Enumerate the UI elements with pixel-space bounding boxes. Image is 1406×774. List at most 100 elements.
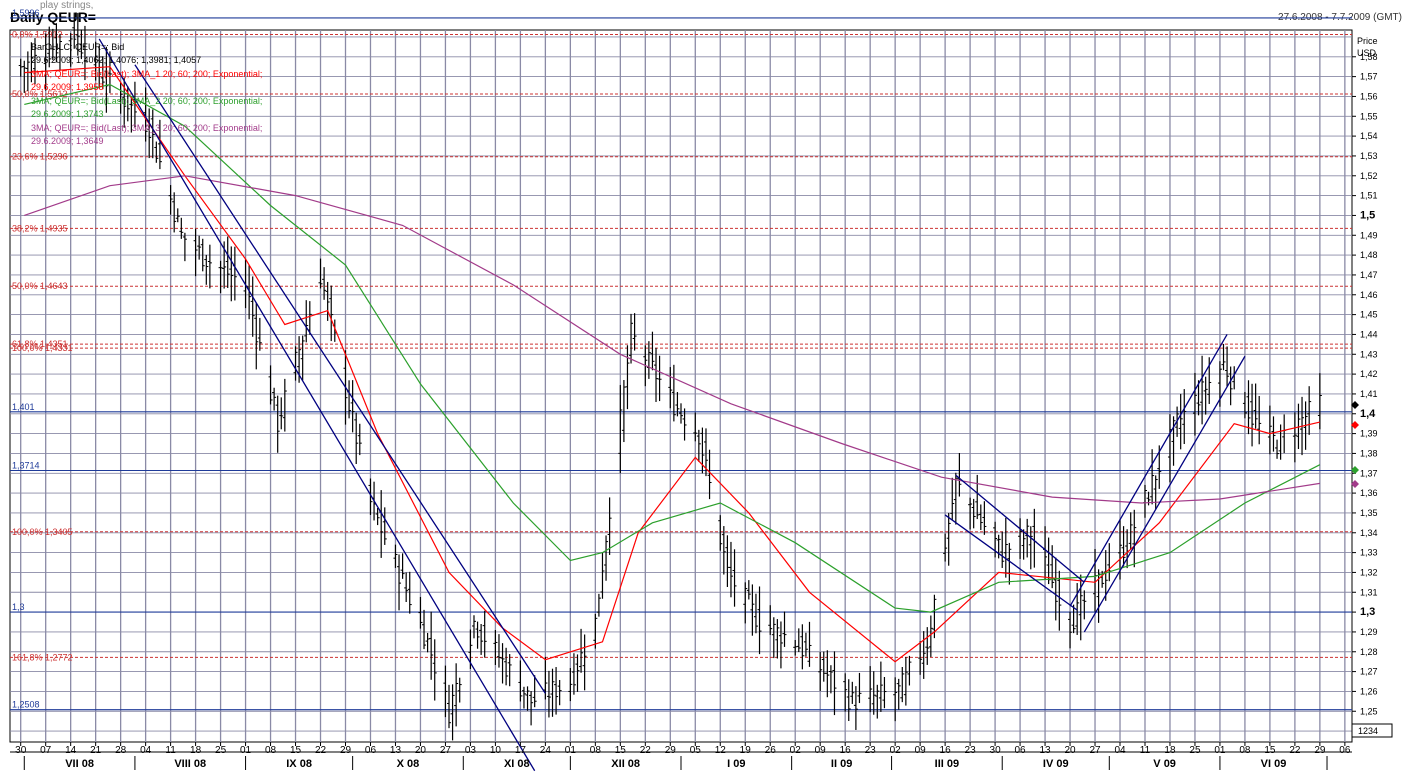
x-tick-label: 25 [215,745,227,756]
x-tick-label: 30 [990,745,1002,756]
x-tick-label: 29 [1314,745,1326,756]
x-tick-label: 08 [265,745,277,756]
fib-label: 61,8% 1,4351 [12,339,68,349]
y-tick-label: 1,31 [1360,587,1378,597]
x-tick-label: 29 [665,745,677,756]
x-tick-label: 19 [740,745,752,756]
grid [10,30,1352,742]
h-line-label: 1,401 [12,402,35,412]
x-tick-label: 09 [915,745,927,756]
trend-line [134,64,546,694]
x-tick-label: 23 [965,745,977,756]
last-ema60-marker [1351,466,1359,474]
x-tick-label: 02 [890,745,902,756]
x-tick-label: 27 [1089,745,1101,756]
fib-label: 50,0% 1,4643 [12,281,68,291]
x-tick-label: 22 [640,745,652,756]
y-tick-label: 1,32 [1360,567,1378,577]
price-axis-label: Price [1357,36,1378,46]
fib-label: 23,6% 1,5296 [12,152,68,162]
x-tick-label: 03 [465,745,477,756]
ohlc-bars [18,12,1322,741]
month-label: IV 09 [1043,758,1069,770]
legend-line-8: 29.6.2009; 1,3649 [31,136,104,146]
y-tick-label: 1,25 [1360,706,1378,716]
y-tick-label: 1,39 [1360,429,1378,439]
x-tick-label: 21 [90,745,102,756]
legend-line-7: 3MA; QEUR=; Bid(Last); 3MA_3 20; 60; 200… [31,123,262,133]
currency-axis-label: USD [1357,48,1377,58]
y-tick-label: 1,29 [1360,627,1378,637]
ma-line [24,83,1321,613]
x-tick-label: 25 [1189,745,1201,756]
legend-line-1: BarOHLC; QEUR=; Bid [31,42,124,52]
x-tick-label: 20 [1064,745,1076,756]
month-label: II 09 [831,758,852,770]
h-line-label: 1,5996 [12,8,40,18]
y-tick-label: 1,55 [1360,111,1378,121]
month-label: XII 08 [611,758,640,770]
x-tick-label: 12 [715,745,727,756]
x-tick-label: 17 [515,745,527,756]
x-tick-label: 06 [1015,745,1027,756]
y-tick-label: 1,58 [1360,52,1378,62]
x-tick-label: 01 [1214,745,1226,756]
y-tick-label: 1,27 [1360,667,1378,677]
x-tick-label: 22 [315,745,327,756]
y-tick-label: 1,54 [1360,131,1378,141]
h-line-label: 1,3714 [12,460,40,470]
x-tick-label: 23 [865,745,877,756]
x-tick-label: 16 [840,745,852,756]
month-label: VIII 08 [174,758,206,770]
y-tick-label: 1,44 [1360,329,1378,339]
ma-line [24,175,1320,504]
y-tick-label: 1,51 [1360,191,1378,201]
x-tick-label: 10 [490,745,502,756]
x-tick-label: 04 [1114,745,1126,756]
x-tick-label: 22 [1289,745,1301,756]
y-axis: 1,58 1,57 1,56 1,55 1,54 1,53 1,52 1,51 1,5 1,49 1… [1352,52,1378,736]
x-tick-label: 07 [40,745,52,756]
fib-label: 50,0% 1,5612 [12,89,68,99]
last-ema200-marker [1351,480,1359,488]
x-tick-label: 26 [765,745,777,756]
x-tick-label: 08 [1239,745,1251,756]
x-tick-label: 05 [690,745,702,756]
fib-label: 161,8% 1,2772 [12,652,73,662]
corner-box [1351,723,1393,738]
month-label: VI 09 [1261,758,1287,770]
y-tick-label: 1,35 [1360,508,1378,518]
y-tick-label: 1,28 [1360,647,1378,657]
y-tick-label: 1,52 [1360,171,1378,181]
x-tick-label: 24 [540,745,552,756]
y-tick-label: 1,33 [1360,548,1378,558]
x-tick-label: 15 [290,745,302,756]
month-label: XI 08 [504,758,530,770]
x-tick-label: 15 [1264,745,1276,756]
month-label: I 09 [727,758,745,770]
y-tick-label: 1,41 [1360,389,1378,399]
x-tick-label: 20 [415,745,427,756]
fib-label: 100,0% 1,3405 [12,527,73,537]
moving-averages [24,66,1321,663]
trend-line [1069,334,1228,607]
x-tick-label: 04 [140,745,152,756]
fib-label: 0,0% 1,5912 [12,30,63,40]
x-tick-label: 11 [165,745,176,756]
y-tick-label: 1,43 [1360,349,1378,359]
h-line-label: 1,2508 [12,700,40,710]
y-tick-label: 1,56 [1360,91,1378,101]
last-value-markers [1351,401,1359,488]
legend-line-6: 29.6.2009; 1,3743 [31,109,104,119]
last-close-marker [1351,401,1359,409]
last-ema20-marker [1351,421,1359,429]
month-label: VII 08 [65,758,94,770]
month-label: X 08 [397,758,420,770]
month-label: IX 08 [286,758,312,770]
top-clipped-text: play strings, [40,0,94,11]
x-tick-label: 18 [1164,745,1176,756]
month-label: V 09 [1153,758,1176,770]
legend-line-2: 29.6.2009; 1,4062; 1,4076; 1,3981; 1,405… [31,55,201,65]
x-tick-label: 02 [790,745,802,756]
